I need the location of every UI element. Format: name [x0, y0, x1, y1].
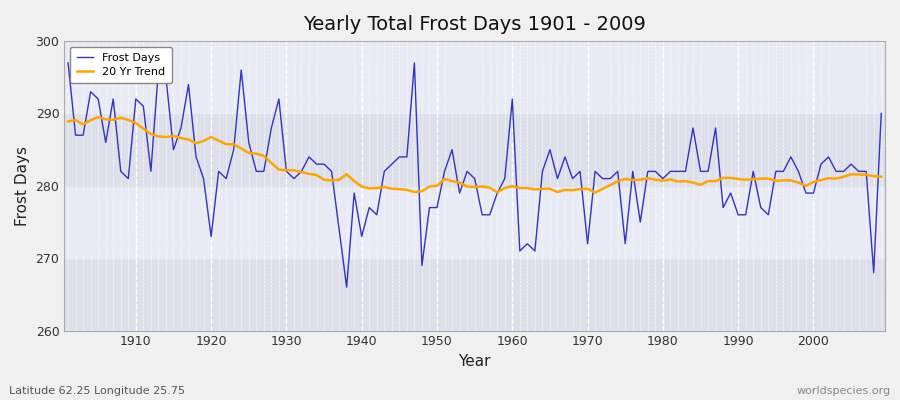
Text: worldspecies.org: worldspecies.org	[796, 386, 891, 396]
Bar	[64, 41, 885, 114]
Frost Days	[63, 60, 74, 65]
Frost Days	[123, 176, 134, 181]
20 Yr Trend	[612, 179, 623, 184]
20 Yr Trend	[63, 119, 74, 124]
Frost Days	[515, 248, 526, 253]
Bar	[64, 186, 885, 258]
20 Yr Trend	[590, 190, 600, 195]
Legend: Frost Days, 20 Yr Trend: Frost Days, 20 Yr Trend	[70, 47, 172, 83]
Frost Days	[507, 97, 517, 102]
Frost Days	[876, 111, 886, 116]
20 Yr Trend	[296, 170, 307, 174]
20 Yr Trend	[507, 184, 517, 189]
20 Yr Trend	[341, 172, 352, 177]
Frost Days	[341, 285, 352, 290]
20 Yr Trend	[93, 115, 104, 120]
Frost Days	[605, 176, 616, 181]
Text: Latitude 62.25 Longitude 25.75: Latitude 62.25 Longitude 25.75	[9, 386, 185, 396]
Bar	[64, 258, 885, 330]
20 Yr Trend	[515, 186, 526, 190]
Line: 20 Yr Trend: 20 Yr Trend	[68, 117, 881, 193]
Frost Days	[334, 227, 345, 232]
Title: Yearly Total Frost Days 1901 - 2009: Yearly Total Frost Days 1901 - 2009	[303, 15, 646, 34]
X-axis label: Year: Year	[458, 354, 491, 369]
20 Yr Trend	[876, 174, 886, 179]
Line: Frost Days: Frost Days	[68, 63, 881, 287]
20 Yr Trend	[130, 121, 141, 126]
Frost Days	[289, 176, 300, 181]
Y-axis label: Frost Days: Frost Days	[15, 146, 30, 226]
Bar	[64, 114, 885, 186]
